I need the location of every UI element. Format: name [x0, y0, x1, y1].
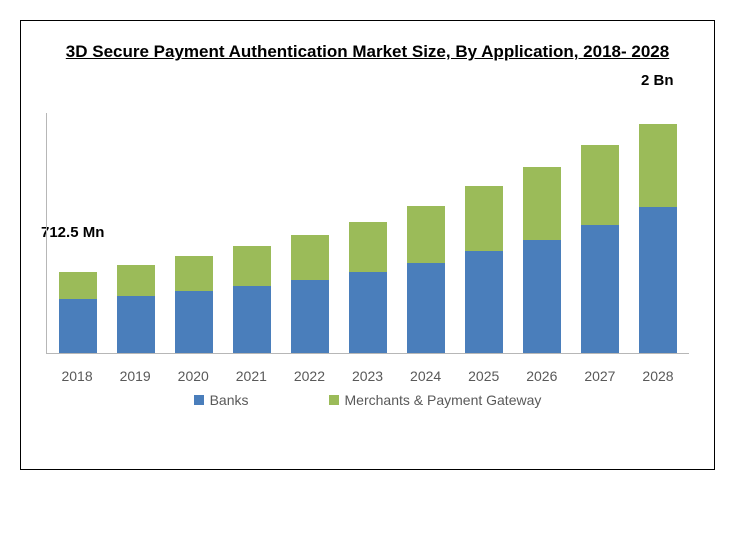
legend: Banks Merchants & Payment Gateway [46, 392, 689, 408]
bar-stack [465, 186, 503, 353]
bar-column [165, 113, 223, 353]
legend-label-merchants: Merchants & Payment Gateway [345, 392, 542, 408]
bar-segment-merchants [407, 206, 445, 263]
bar-stack [349, 222, 387, 353]
bar-segment-merchants [349, 222, 387, 272]
bar-column [629, 113, 687, 353]
legend-item-banks: Banks [194, 392, 249, 408]
bar-stack [117, 265, 155, 353]
x-axis-label: 2027 [571, 368, 629, 384]
bar-column [513, 113, 571, 353]
bar-column [49, 113, 107, 353]
bar-column [571, 113, 629, 353]
legend-swatch-banks [194, 395, 204, 405]
plot-area [46, 113, 689, 354]
bar-segment-merchants [59, 272, 97, 300]
bar-segment-merchants [175, 256, 213, 291]
plot-wrapper: 712.5 Mn 2 Bn 20182019202020212022202320… [46, 94, 689, 384]
x-axis-label: 2018 [48, 368, 106, 384]
bar-segment-merchants [639, 124, 677, 206]
bar-segment-banks [523, 240, 561, 353]
bar-column [339, 113, 397, 353]
legend-label-banks: Banks [210, 392, 249, 408]
bar-segment-banks [407, 263, 445, 353]
bar-segment-banks [581, 225, 619, 353]
legend-item-merchants: Merchants & Payment Gateway [329, 392, 542, 408]
bar-segment-banks [349, 272, 387, 353]
x-axis-labels: 2018201920202021202220232024202520262027… [46, 368, 689, 384]
x-axis-label: 2025 [455, 368, 513, 384]
bar-segment-banks [465, 251, 503, 353]
bar-stack [523, 167, 561, 353]
bar-segment-banks [233, 286, 271, 353]
bar-segment-banks [117, 296, 155, 353]
bar-segment-merchants [233, 246, 271, 285]
legend-swatch-merchants [329, 395, 339, 405]
chart-container: 3D Secure Payment Authentication Market … [20, 20, 715, 470]
bar-segment-merchants [291, 235, 329, 280]
x-axis-label: 2020 [164, 368, 222, 384]
x-axis-label: 2026 [513, 368, 571, 384]
x-axis-label: 2021 [222, 368, 280, 384]
bar-column [455, 113, 513, 353]
bar-stack [175, 256, 213, 353]
bar-segment-merchants [117, 265, 155, 296]
x-axis-label: 2023 [338, 368, 396, 384]
x-axis-label: 2022 [280, 368, 338, 384]
x-axis-label: 2019 [106, 368, 164, 384]
x-axis-label: 2024 [397, 368, 455, 384]
bar-column [223, 113, 281, 353]
bar-stack [639, 124, 677, 353]
bar-segment-banks [291, 280, 329, 353]
bar-column [397, 113, 455, 353]
bar-stack [407, 206, 445, 353]
bar-stack [291, 235, 329, 353]
bar-column [107, 113, 165, 353]
bar-segment-merchants [581, 145, 619, 225]
bars-group [47, 113, 689, 353]
chart-title: 3D Secure Payment Authentication Market … [46, 41, 689, 64]
bar-segment-banks [175, 291, 213, 353]
bar-stack [59, 272, 97, 353]
bar-segment-banks [59, 299, 97, 353]
annotation-end: 2 Bn [641, 72, 674, 89]
x-axis-label: 2028 [629, 368, 687, 384]
bar-segment-merchants [465, 186, 503, 251]
bar-column [281, 113, 339, 353]
bar-stack [233, 246, 271, 353]
bar-segment-banks [639, 207, 677, 353]
bar-stack [581, 145, 619, 353]
bar-segment-merchants [523, 167, 561, 240]
